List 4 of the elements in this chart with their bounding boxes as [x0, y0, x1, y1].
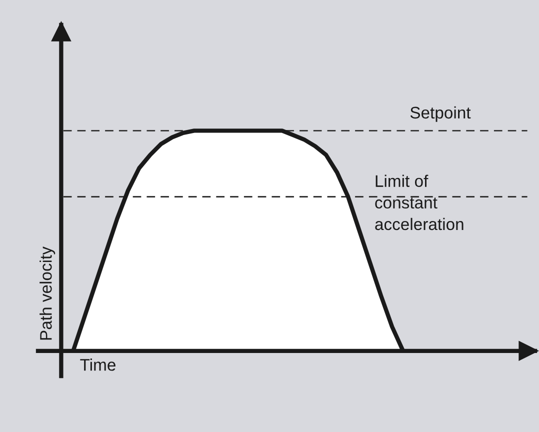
- ref-line-label: Limit of constant acceleration: [375, 174, 464, 230]
- ref-line-label: Setpoint: [410, 106, 471, 122]
- x-axis-title: Time: [80, 358, 116, 371]
- y-axis-title: Path velocity: [40, 246, 56, 340]
